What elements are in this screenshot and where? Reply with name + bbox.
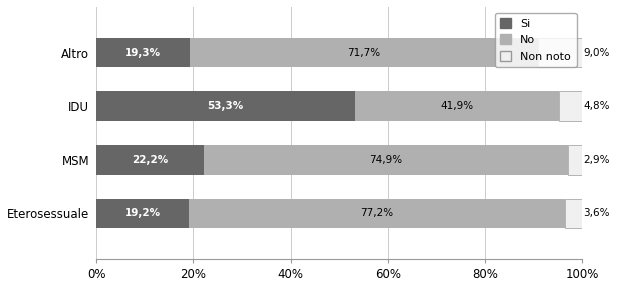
Text: 19,3%: 19,3% [125,48,161,58]
Text: 4,8%: 4,8% [584,101,610,111]
Bar [96,199,189,228]
Bar [96,145,204,175]
Text: 53,3%: 53,3% [207,101,244,111]
Bar [190,38,539,67]
Text: 71,7%: 71,7% [347,48,381,58]
Text: 22,2%: 22,2% [132,155,168,165]
Text: 9,0%: 9,0% [584,48,610,58]
Text: 3,6%: 3,6% [584,209,610,218]
Text: 41,9%: 41,9% [441,101,473,111]
Bar [355,91,559,121]
Bar [559,91,582,121]
Bar [204,145,568,175]
Bar [565,199,582,228]
Bar [568,145,582,175]
Bar [539,38,582,67]
Bar [96,91,355,121]
Text: 19,2%: 19,2% [125,209,161,218]
Text: 77,2%: 77,2% [360,209,394,218]
Bar [96,38,190,67]
Text: 74,9%: 74,9% [370,155,402,165]
Bar [189,199,565,228]
Legend: Si, No, Non noto: Si, No, Non noto [495,12,576,67]
Text: 2,9%: 2,9% [584,155,610,165]
